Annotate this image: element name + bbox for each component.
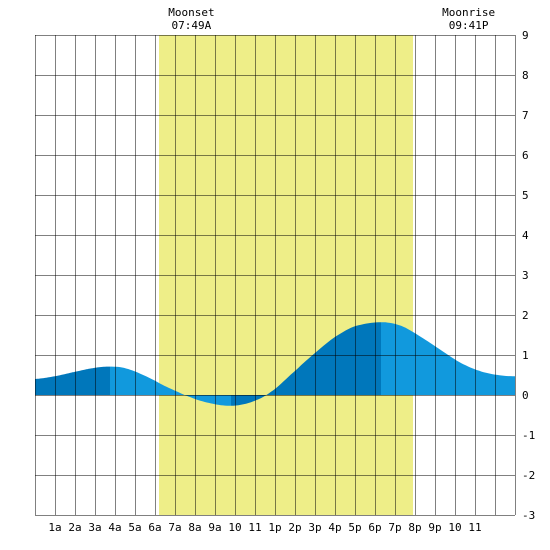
x-tick-label: 5p <box>348 521 361 534</box>
x-tick-label: 4p <box>328 521 341 534</box>
x-tick-label: 7a <box>168 521 181 534</box>
tide-area <box>35 322 515 406</box>
tide-segment <box>381 322 515 395</box>
x-tick-label: 2p <box>288 521 301 534</box>
x-tick-label: 6a <box>148 521 161 534</box>
x-tick-label: 7p <box>388 521 401 534</box>
x-tick-label: 11 <box>248 521 261 534</box>
daylight-rect <box>159 35 413 515</box>
x-tick-label: 5a <box>128 521 141 534</box>
y-tick-label: 9 <box>522 29 529 42</box>
y-tick-label: -1 <box>522 429 535 442</box>
grid-lines <box>35 35 516 516</box>
x-tick-label: 9p <box>428 521 441 534</box>
y-tick-label: -3 <box>522 509 535 522</box>
tide-segment <box>231 322 381 406</box>
x-tick-label: 1a <box>48 521 61 534</box>
daylight-band <box>159 35 413 515</box>
y-tick-label: 4 <box>522 229 529 242</box>
y-tick-label: 0 <box>522 389 529 402</box>
moon-event-label: Moonset <box>168 6 214 19</box>
tide-segment <box>35 366 110 395</box>
x-tick-label: 4a <box>108 521 121 534</box>
x-tick-label: 8p <box>408 521 421 534</box>
moon-event-time: 07:49A <box>172 19 212 32</box>
y-tick-label: 3 <box>522 269 529 282</box>
moon-event-label: Moonrise <box>442 6 495 19</box>
x-tick-label: 2a <box>68 521 81 534</box>
x-tick-label: 3p <box>308 521 321 534</box>
y-tick-label: 6 <box>522 149 529 162</box>
moon-event-time: 09:41P <box>449 19 489 32</box>
y-tick-label: -2 <box>522 469 535 482</box>
x-tick-label: 8a <box>188 521 201 534</box>
x-tick-label: 6p <box>368 521 381 534</box>
x-tick-label: 1p <box>268 521 281 534</box>
x-tick-label: 3a <box>88 521 101 534</box>
y-axis-ticks: 9 8 7 6 5 4 3 2 1 0 -1 -2 -3 <box>522 29 535 522</box>
x-tick-label: 10 <box>448 521 461 534</box>
x-axis-ticks: 1a 2a 3a 4a 5a 6a 7a 8a 9a 10 11 1p 2p 3p 4p 5p 6p 7p 8p 9p… <box>48 521 481 534</box>
y-tick-label: 2 <box>522 309 529 322</box>
x-tick-label: 9a <box>208 521 221 534</box>
tide-segment <box>110 366 231 406</box>
x-tick-label: 11 <box>468 521 481 534</box>
y-tick-label: 1 <box>522 349 529 362</box>
y-tick-label: 7 <box>522 109 529 122</box>
x-tick-label: 10 <box>228 521 241 534</box>
y-tick-label: 5 <box>522 189 529 202</box>
y-tick-label: 8 <box>522 69 529 82</box>
